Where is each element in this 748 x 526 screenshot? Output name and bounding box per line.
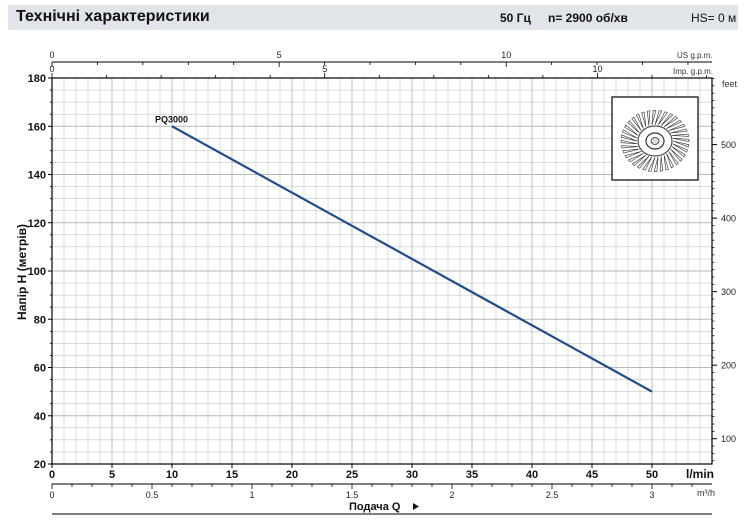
impeller-blade xyxy=(653,156,659,172)
frequency-label: 50 Гц xyxy=(500,11,531,25)
impeller-blade xyxy=(642,156,653,171)
us-gpm-tick-label: 0 xyxy=(49,50,54,60)
impeller-blade xyxy=(631,116,642,131)
impeller-blade xyxy=(668,151,679,166)
y-tick-label: 100 xyxy=(28,266,46,278)
impeller-blade xyxy=(636,156,650,169)
impeller-blade xyxy=(671,146,686,158)
x-tick-label: 50 xyxy=(646,469,658,481)
impeller-blade xyxy=(659,156,664,172)
x-tick-label: 5 xyxy=(109,469,115,481)
imp-gpm-tick-label: 0 xyxy=(49,64,54,74)
impeller-blade xyxy=(631,154,647,166)
x-tick-label: 45 xyxy=(586,469,598,481)
impeller-blade xyxy=(651,110,657,126)
speed-label: n= 2900 об/хв xyxy=(548,11,628,25)
major-grid xyxy=(52,78,712,464)
feet-tick-label: 200 xyxy=(721,361,736,371)
x-tick-label: 15 xyxy=(226,469,238,481)
right-axis-label: feet xyxy=(722,79,738,89)
top-axes: 0 5 10 0 5 10 xyxy=(49,50,712,79)
imp-gpm-label: Imp. g.p.m. xyxy=(673,67,713,76)
header-bar: Технічні характеристики 50 Гц n= 2900 об… xyxy=(8,5,738,30)
y-axis-label: Напір H (метрів) xyxy=(15,224,29,320)
x-tick-label: 10 xyxy=(166,469,178,481)
m3h-axis-label: m³/h xyxy=(697,488,715,498)
impeller-blade xyxy=(636,113,644,129)
feet-tick-label: 400 xyxy=(721,214,736,224)
us-gpm-tick-label: 10 xyxy=(501,50,511,60)
impeller-blade xyxy=(641,111,647,128)
impeller-blade xyxy=(672,143,688,153)
impeller-blade xyxy=(624,124,639,136)
imp-gpm-tick-label: 5 xyxy=(322,64,327,74)
impeller-blade xyxy=(668,123,686,131)
m3h-tick-label: 2 xyxy=(449,490,454,500)
left-axis: 20 40 60 80 100 120 140 160 180 xyxy=(28,73,52,471)
impeller-blade xyxy=(654,110,663,125)
impeller-blade xyxy=(622,148,640,154)
impeller-blade xyxy=(657,111,668,126)
m3h-tick-label: 1 xyxy=(249,490,254,500)
series-line-pq3000 xyxy=(171,125,653,393)
impeller-blade xyxy=(671,133,689,137)
us-gpm-tick-label: 5 xyxy=(277,50,282,60)
feet-tick-label: 300 xyxy=(721,287,736,297)
flow-label: Подача Q xyxy=(349,501,401,513)
m3h-tick-label: 1.5 xyxy=(346,490,359,500)
imp-gpm-tick-label: 10 xyxy=(592,64,602,74)
impeller-blade xyxy=(660,113,674,126)
hs-label: HS= 0 м xyxy=(691,11,737,25)
impeller-blade xyxy=(663,116,679,128)
impeller-blade xyxy=(620,139,638,145)
m3h-tick-label: 3 xyxy=(649,490,654,500)
x-tick-label: 0 xyxy=(49,469,55,481)
impeller-blade xyxy=(622,129,638,139)
m3h-tick-label: 0 xyxy=(49,490,54,500)
x-tick-label: 20 xyxy=(286,469,298,481)
y-tick-label: 40 xyxy=(34,411,46,423)
x-tick-label: 40 xyxy=(526,469,538,481)
page-title: Технічні характеристики xyxy=(16,8,210,25)
feet-tick-label: 100 xyxy=(721,434,736,444)
y-tick-label: 160 xyxy=(28,121,46,133)
x-tick-label: 35 xyxy=(466,469,478,481)
x-tick-label: 25 xyxy=(346,469,358,481)
y-tick-label: 140 xyxy=(28,170,46,182)
impeller-blade xyxy=(620,134,638,142)
feet-tick-label: 500 xyxy=(721,140,736,150)
impeller-blade xyxy=(627,120,640,134)
impeller-blade xyxy=(670,148,683,162)
y-tick-label: 20 xyxy=(34,459,46,471)
impeller-blade xyxy=(624,151,642,159)
impeller-blade xyxy=(670,128,688,134)
series-label: PQ3000 xyxy=(155,114,188,124)
m3h-tick-label: 2.5 xyxy=(546,490,559,500)
impeller-blade xyxy=(646,110,651,126)
impeller-blade xyxy=(672,137,690,143)
impeller-blade xyxy=(627,153,644,163)
right-axis: 100 200 300 400 500 xyxy=(712,78,736,462)
impeller-icon xyxy=(611,96,699,181)
impeller-blade xyxy=(647,157,656,172)
impeller-blade xyxy=(666,119,683,129)
impeller-blade xyxy=(672,140,690,148)
series-group: PQ3000 xyxy=(155,114,653,393)
impeller-blade xyxy=(621,145,639,149)
y-tick-label: 120 xyxy=(28,218,46,230)
m3h-tick-label: 0.5 xyxy=(146,490,159,500)
us-gpm-label: US g.p.m. xyxy=(677,51,713,60)
flow-arrow-icon xyxy=(413,503,419,510)
bottom-axes: 0 5 10 15 20 25 30 35 40 45 50 0 0.5 1 1.5 2 2.5 3 xyxy=(49,464,712,500)
y-tick-label: 80 xyxy=(34,314,46,326)
y-tick-label: 60 xyxy=(34,363,46,375)
x-axis-label: l/min xyxy=(686,467,714,481)
impeller-blade xyxy=(663,154,669,171)
impeller-blade xyxy=(666,153,674,169)
y-tick-label: 180 xyxy=(28,73,46,85)
x-tick-label: 30 xyxy=(406,469,418,481)
